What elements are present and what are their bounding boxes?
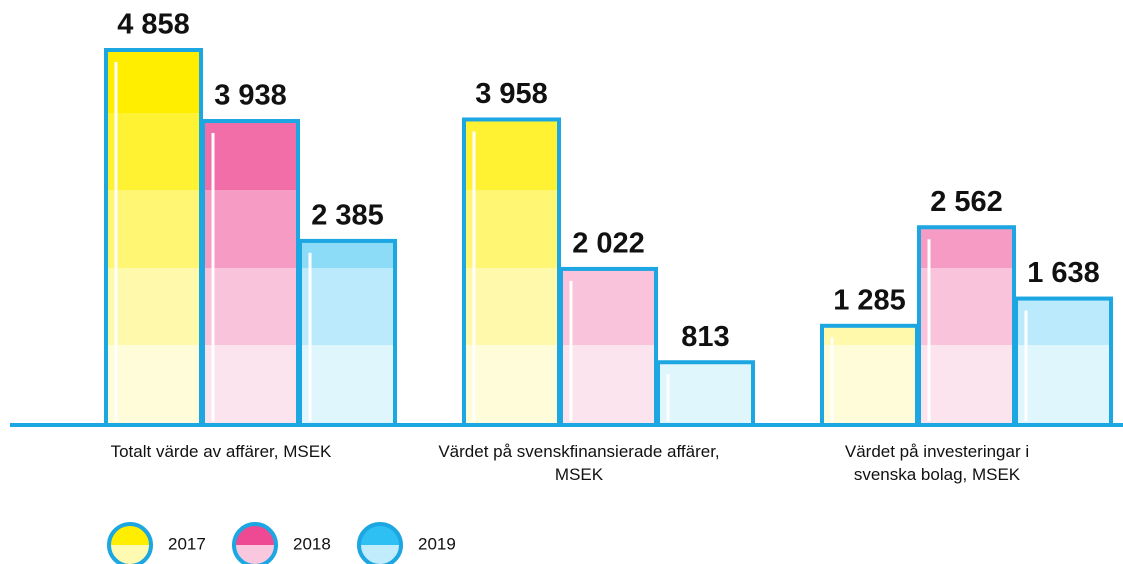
value-label: 1 285 (833, 284, 906, 316)
value-label: 2 385 (311, 200, 384, 232)
bar (1014, 296, 1113, 428)
bar (298, 238, 397, 427)
legend-swatch-top (359, 524, 401, 545)
bar (656, 360, 755, 428)
value-label: 2 562 (930, 186, 1003, 218)
legend-swatch-bottom (234, 545, 276, 564)
bar (917, 225, 1016, 427)
value-label: 4 858 (117, 9, 190, 41)
legend-swatch-top (109, 524, 151, 545)
legend-swatch-outline (232, 522, 278, 564)
category-label: Värdet på svenskfinansierade affärer, MS… (438, 442, 720, 484)
value-label: 813 (681, 321, 729, 353)
category-label: Totalt värde av affärer, MSEK (110, 442, 332, 461)
legend-swatch-bottom (109, 545, 151, 564)
legend-swatch-bottom (359, 545, 401, 564)
bar (104, 48, 203, 427)
value-label: 3 958 (475, 78, 548, 110)
bar (462, 117, 561, 428)
legend-label: 2017 (168, 534, 206, 553)
bar (201, 119, 300, 427)
legend-swatch-outline (357, 522, 403, 564)
value-label: 1 638 (1027, 257, 1100, 289)
bar (559, 266, 658, 427)
value-label: 3 938 (214, 80, 287, 112)
legend-swatch-outline (107, 522, 153, 564)
legend-label: 2018 (293, 534, 331, 553)
legend-label: 2019 (418, 534, 456, 553)
category-label: Värdet på investeringar i svenska bolag,… (844, 442, 1030, 484)
bar (820, 323, 919, 428)
legend-swatch-top (234, 524, 276, 545)
value-label: 2 022 (572, 228, 645, 260)
